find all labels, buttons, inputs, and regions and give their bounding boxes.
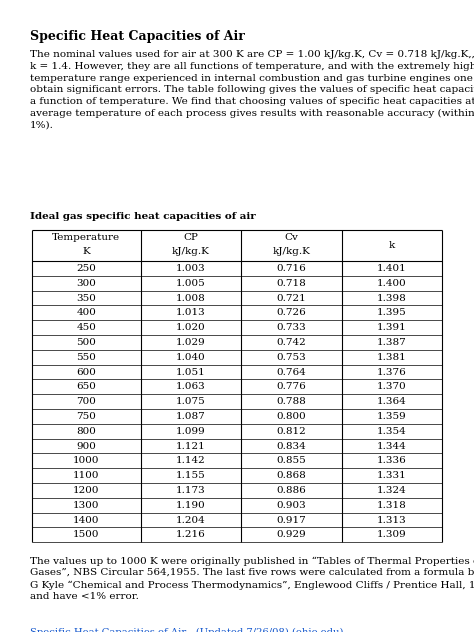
Text: 550: 550 — [76, 353, 96, 362]
Text: 1.324: 1.324 — [377, 486, 407, 495]
Text: 1.008: 1.008 — [176, 294, 206, 303]
Text: 0.742: 0.742 — [276, 338, 306, 347]
Text: 1.387: 1.387 — [377, 338, 407, 347]
Text: 1.190: 1.190 — [176, 501, 206, 510]
Text: 1.142: 1.142 — [176, 456, 206, 465]
Text: 0.886: 0.886 — [276, 486, 306, 495]
Text: Cv: Cv — [284, 233, 298, 242]
Text: 1200: 1200 — [73, 486, 100, 495]
Text: 300: 300 — [76, 279, 96, 288]
Text: 0.721: 0.721 — [276, 294, 306, 303]
Text: 0.753: 0.753 — [276, 353, 306, 362]
Text: 1.003: 1.003 — [176, 264, 206, 273]
Text: 0.764: 0.764 — [276, 368, 306, 377]
Text: 1.204: 1.204 — [176, 516, 206, 525]
Text: 1500: 1500 — [73, 530, 100, 539]
Text: 1.155: 1.155 — [176, 471, 206, 480]
Text: 600: 600 — [76, 368, 96, 377]
Text: The values up to 1000 K were originally published in “Tables of Thermal Properti: The values up to 1000 K were originally … — [30, 556, 474, 602]
Text: 0.716: 0.716 — [276, 264, 306, 273]
Text: 1100: 1100 — [73, 471, 100, 480]
Text: 650: 650 — [76, 382, 96, 391]
Text: 1.013: 1.013 — [176, 308, 206, 317]
Text: 0.812: 0.812 — [276, 427, 306, 436]
Text: CP: CP — [183, 233, 198, 242]
Text: 1.099: 1.099 — [176, 427, 206, 436]
Text: 400: 400 — [76, 308, 96, 317]
Text: 800: 800 — [76, 427, 96, 436]
Text: 1000: 1000 — [73, 456, 100, 465]
Text: 1.121: 1.121 — [176, 442, 206, 451]
Text: 0.718: 0.718 — [276, 279, 306, 288]
Text: 1.173: 1.173 — [176, 486, 206, 495]
Text: 0.834: 0.834 — [276, 442, 306, 451]
Text: 1.391: 1.391 — [377, 323, 407, 332]
Text: 1.005: 1.005 — [176, 279, 206, 288]
Text: 1.359: 1.359 — [377, 412, 407, 421]
Text: kJ/kg.K: kJ/kg.K — [273, 247, 310, 256]
Text: 450: 450 — [76, 323, 96, 332]
Text: 350: 350 — [76, 294, 96, 303]
Text: kJ/kg.K: kJ/kg.K — [172, 247, 210, 256]
Text: 0.868: 0.868 — [276, 471, 306, 480]
Text: The nominal values used for air at 300 K are CP = 1.00 kJ/kg.K, Cv = 0.718 kJ/kg: The nominal values used for air at 300 K… — [30, 50, 474, 130]
Text: k: k — [389, 241, 395, 250]
Text: 1.401: 1.401 — [377, 264, 407, 273]
Text: Temperature: Temperature — [52, 233, 120, 242]
Text: 1.063: 1.063 — [176, 382, 206, 391]
Text: 500: 500 — [76, 338, 96, 347]
Text: 1.075: 1.075 — [176, 397, 206, 406]
Text: 0.855: 0.855 — [276, 456, 306, 465]
Text: 1.020: 1.020 — [176, 323, 206, 332]
Text: 1.398: 1.398 — [377, 294, 407, 303]
Text: 1.381: 1.381 — [377, 353, 407, 362]
Text: 1.376: 1.376 — [377, 368, 407, 377]
Text: 1.344: 1.344 — [377, 442, 407, 451]
Text: 1.336: 1.336 — [377, 456, 407, 465]
Text: 0.929: 0.929 — [276, 530, 306, 539]
Text: 1400: 1400 — [73, 516, 100, 525]
Text: 700: 700 — [76, 397, 96, 406]
Text: 0.800: 0.800 — [276, 412, 306, 421]
Text: 1.318: 1.318 — [377, 501, 407, 510]
Text: 1.354: 1.354 — [377, 427, 407, 436]
Text: 1.313: 1.313 — [377, 516, 407, 525]
Text: Ideal gas specific heat capacities of air: Ideal gas specific heat capacities of ai… — [30, 212, 256, 221]
Text: 250: 250 — [76, 264, 96, 273]
Text: 1.370: 1.370 — [377, 382, 407, 391]
Text: 0.903: 0.903 — [276, 501, 306, 510]
Text: 1.400: 1.400 — [377, 279, 407, 288]
Text: 1.029: 1.029 — [176, 338, 206, 347]
Text: 900: 900 — [76, 442, 96, 451]
Text: 750: 750 — [76, 412, 96, 421]
Text: 1.087: 1.087 — [176, 412, 206, 421]
Text: 1.040: 1.040 — [176, 353, 206, 362]
Text: Specific Heat Capacities of Air: Specific Heat Capacities of Air — [30, 30, 245, 43]
Text: K: K — [82, 247, 90, 256]
Text: 1300: 1300 — [73, 501, 100, 510]
Text: 0.726: 0.726 — [276, 308, 306, 317]
Text: 1.364: 1.364 — [377, 397, 407, 406]
Text: 1.309: 1.309 — [377, 530, 407, 539]
Text: 0.917: 0.917 — [276, 516, 306, 525]
Text: 1.331: 1.331 — [377, 471, 407, 480]
Text: Specific Heat Capacities of Air - (Updated 7/26/08) (ohio.edu): Specific Heat Capacities of Air - (Updat… — [30, 628, 344, 632]
Text: 0.776: 0.776 — [276, 382, 306, 391]
Text: 1.051: 1.051 — [176, 368, 206, 377]
Text: 1.395: 1.395 — [377, 308, 407, 317]
Text: 0.788: 0.788 — [276, 397, 306, 406]
Text: 0.733: 0.733 — [276, 323, 306, 332]
Text: 1.216: 1.216 — [176, 530, 206, 539]
